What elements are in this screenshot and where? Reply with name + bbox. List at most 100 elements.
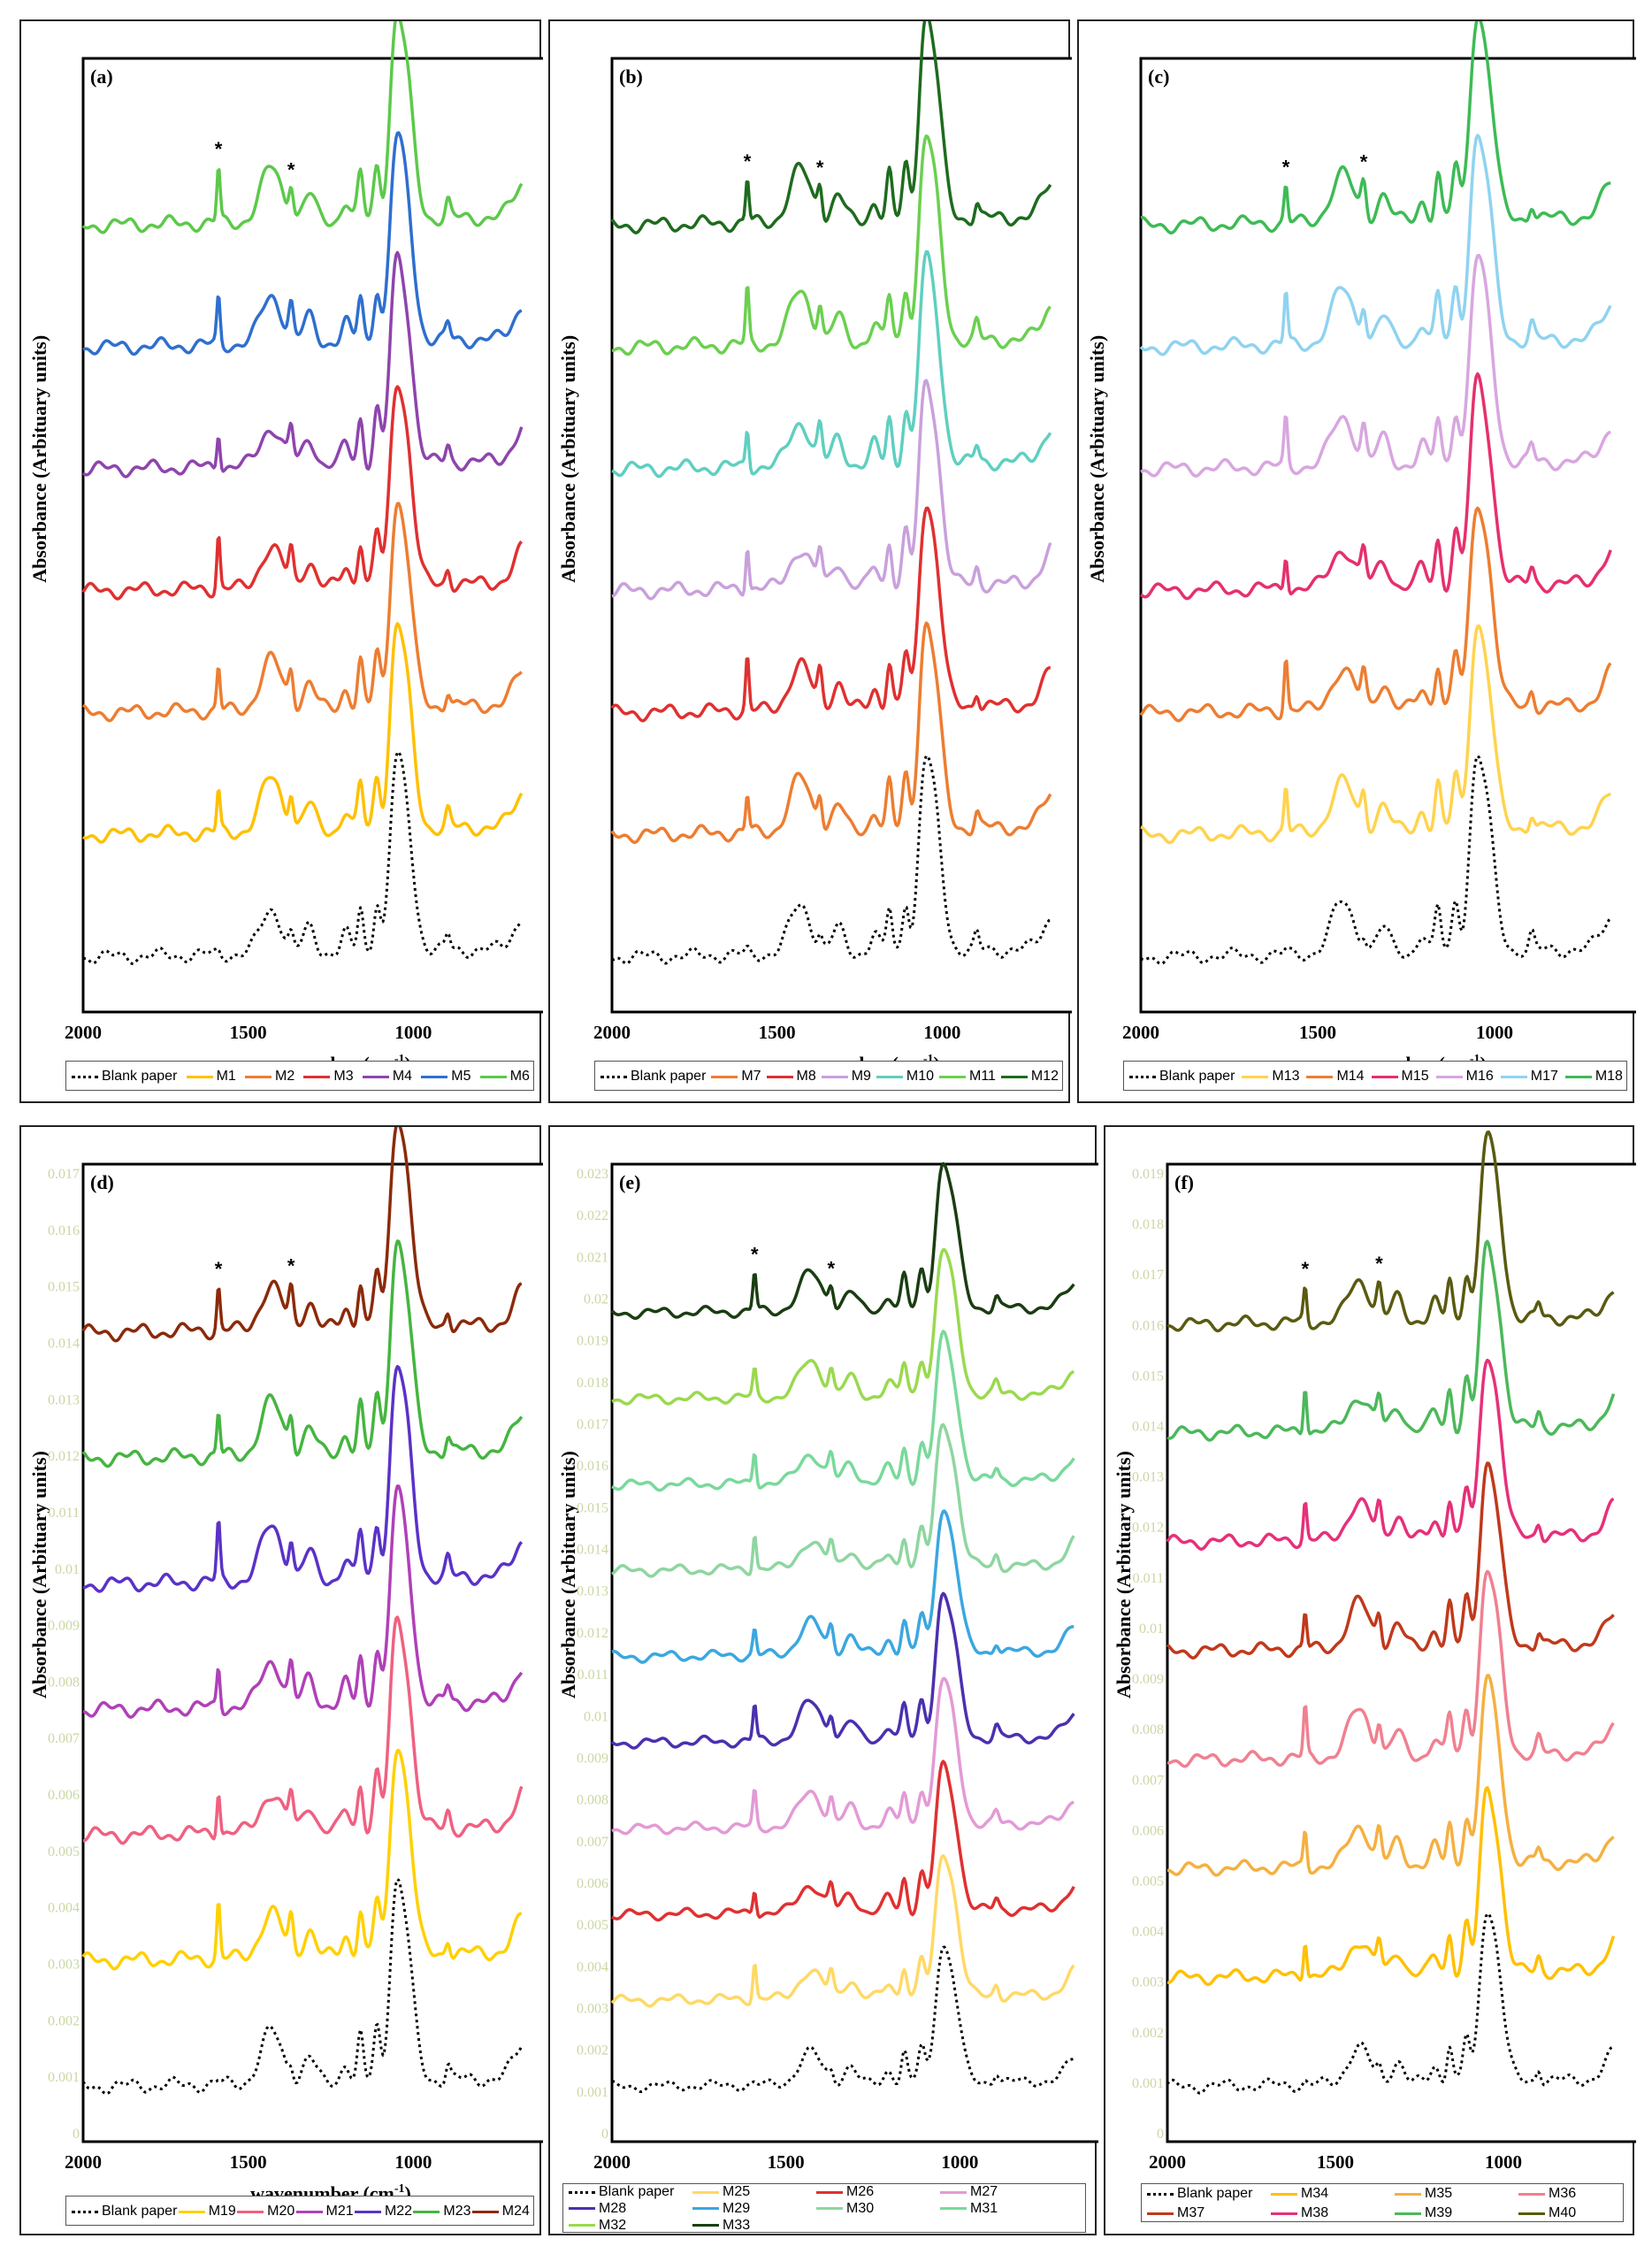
legend-swatch	[816, 2190, 843, 2194]
legend-item: M1	[186, 1069, 236, 1085]
legend-row: Blank paper M7 M8 M9 M10 M11 M12	[600, 1062, 1059, 1092]
legend-label: Blank paper	[599, 2184, 675, 2200]
legend-label: M17	[1530, 1069, 1558, 1084]
legend: Blank paper M13 M14 M15 M16 M17 M18	[1123, 1061, 1627, 1091]
x-tick-label: 1500	[230, 1022, 267, 1043]
legend-item: M3	[303, 1069, 354, 1085]
y-tick-label: 0.006	[48, 1788, 80, 1803]
series-line-blank-paper	[611, 754, 1052, 965]
legend-swatch	[479, 1075, 507, 1078]
series-line-m19	[81, 1749, 523, 1971]
legend-swatch	[72, 1075, 98, 1078]
series-line-m4	[81, 250, 524, 479]
panel-label: (f)	[1174, 1171, 1194, 1193]
legend-label: Blank paper	[102, 1069, 178, 1084]
y-tick-label: 0.011	[1133, 1571, 1164, 1586]
series-line-m26	[611, 1760, 1075, 1922]
y-tick-label: 0.011	[577, 1668, 608, 1683]
legend-label: M27	[970, 2184, 998, 2200]
y-tick-label: 0.023	[577, 1167, 608, 1182]
x-tick-label: 2000	[1149, 2151, 1186, 2173]
peak-asterisk: *	[816, 157, 824, 179]
legend-swatch	[1147, 2212, 1174, 2215]
panel-label: (d)	[90, 1171, 114, 1193]
legend-label: M38	[1301, 2205, 1329, 2220]
series-line-m8	[610, 506, 1052, 723]
x-tick-label: 1500	[759, 1022, 796, 1043]
series-line-m35	[1166, 1674, 1615, 1877]
legend-swatch	[1242, 1075, 1269, 1078]
y-tick-label: 0.002	[1132, 2026, 1164, 2041]
legend-swatch	[692, 2190, 719, 2194]
y-tick-label: 0.013	[577, 1584, 608, 1599]
legend: Blank paper M34 M35 M36 M37 M38 M39 M40	[1141, 2183, 1624, 2222]
y-axis-label: Absorbance (Arbituary units)	[28, 1451, 50, 1698]
peak-asterisk: *	[744, 150, 752, 172]
legend-item: M38	[1271, 2205, 1328, 2221]
series-line-m10	[611, 249, 1052, 479]
legend-item: M21	[295, 2204, 354, 2220]
legend-label: M31	[970, 2200, 998, 2216]
y-tick-label: 0.003	[577, 2001, 608, 2016]
legend-label: M19	[208, 2204, 236, 2219]
series-line-m31	[611, 1330, 1075, 1492]
series-line-m21	[82, 1484, 524, 1719]
legend-item: Blank paper	[569, 2184, 674, 2200]
y-tick-label: 0.008	[48, 1675, 80, 1690]
legend-label: M13	[1272, 1069, 1300, 1084]
y-tick-label: 0.006	[577, 1876, 608, 1891]
legend-swatch	[354, 2210, 381, 2213]
y-tick-label: 0.001	[1132, 2076, 1164, 2091]
legend-swatch	[1518, 2192, 1545, 2196]
series-line-m28	[610, 1591, 1075, 1750]
legend-item: M30	[816, 2201, 874, 2217]
legend-label: M16	[1465, 1069, 1494, 1084]
y-tick-label: 0.013	[1132, 1470, 1164, 1485]
chart-svg: (d)200015001000500wavenumber (cm-1)Absor…	[28, 1127, 543, 2204]
legend-item: M10	[876, 1069, 934, 1085]
panel-label: (b)	[619, 65, 643, 88]
legend-item: M14	[1306, 1069, 1365, 1085]
y-tick-label: 0.02	[584, 1292, 608, 1307]
legend-label: M2	[275, 1069, 295, 1084]
panel-label: (c)	[1148, 65, 1169, 88]
legend: Blank paper M25 M26 M27 M28 M29 M30 M31 M32 M33	[562, 2183, 1086, 2233]
legend-label: M11	[968, 1069, 996, 1084]
series-line-m5	[82, 131, 523, 356]
legend-item: M33	[692, 2218, 750, 2234]
legend-swatch	[816, 2207, 843, 2211]
y-tick-label: 0	[601, 2127, 608, 2142]
series-line-m32	[611, 1247, 1075, 1406]
legend-swatch	[1500, 1075, 1527, 1078]
y-tick-label: 0.004	[48, 1901, 80, 1916]
legend-label: Blank paper	[631, 1069, 707, 1084]
legend-row: M37 M38 M39 M40	[1147, 2204, 1619, 2223]
legend-label: M35	[1425, 2186, 1453, 2201]
legend-swatch	[692, 2224, 719, 2227]
legend-swatch	[1271, 2192, 1297, 2196]
series-line-blank-paper	[82, 750, 523, 965]
legend-item: M26	[816, 2184, 874, 2200]
legend-label: M40	[1549, 2205, 1577, 2220]
legend-item: M37	[1147, 2205, 1205, 2221]
legend-item: M17	[1500, 1069, 1558, 1085]
legend-swatch	[1395, 2212, 1421, 2215]
y-tick-label: 0.014	[48, 1336, 80, 1351]
legend-swatch	[821, 1075, 848, 1078]
legend-label: M1	[216, 1069, 236, 1084]
series-line-m13	[1140, 624, 1612, 845]
legend-item: M29	[692, 2201, 750, 2217]
legend-label: M7	[741, 1069, 761, 1084]
legend-item: M32	[569, 2218, 626, 2234]
legend-item: M16	[1435, 1069, 1494, 1085]
chart-svg: (b)200015001000500wavenumber (cm-1)Absor…	[557, 21, 1072, 1075]
peak-asterisk: *	[215, 1258, 223, 1280]
series-line-m14	[1139, 506, 1612, 723]
legend-swatch	[237, 2210, 264, 2213]
legend-label: Blank paper	[1159, 1069, 1235, 1084]
legend-label: M20	[267, 2204, 295, 2219]
y-tick-label: 0.008	[1132, 1722, 1164, 1737]
legend-label: M14	[1336, 1069, 1365, 1084]
y-tick-label: 0.007	[48, 1731, 80, 1746]
series-line-m23	[81, 1239, 524, 1468]
